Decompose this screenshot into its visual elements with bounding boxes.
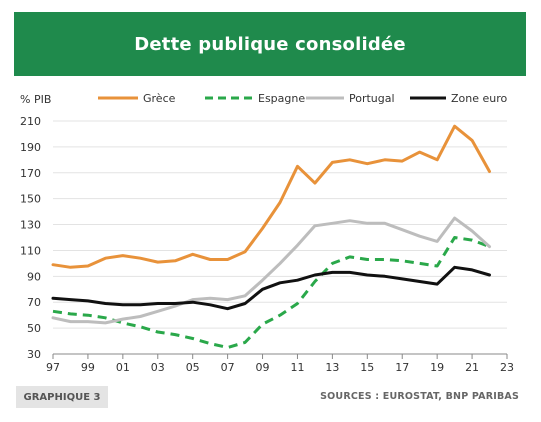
series-line-3 — [51, 265, 491, 311]
x-tick-label: 05 — [186, 361, 200, 374]
gridlines — [53, 120, 507, 355]
x-tick-label: 21 — [465, 361, 479, 374]
y-tick-label: 210 — [20, 115, 41, 128]
legend-label-1: Espagne — [258, 92, 305, 105]
line-chart: 30 50 70 90 110 130 150 170 190 210 97 99 01 03 05 07 09… — [20, 92, 514, 374]
x-tick-label: 01 — [116, 361, 130, 374]
y-tick-label: 90 — [27, 270, 41, 283]
series-lines — [51, 124, 491, 349]
x-tick-label: 17 — [395, 361, 409, 374]
x-tick-label: 13 — [325, 361, 339, 374]
axes: 30 50 70 90 110 130 150 170 190 210 97 99 01 03 05 07 09… — [20, 115, 514, 374]
y-tick-label: 150 — [20, 193, 41, 206]
y-tick-label: 70 — [27, 296, 41, 309]
y-tick-label: 130 — [20, 219, 41, 232]
x-tick-label: 97 — [46, 361, 60, 374]
x-tick-label: 99 — [81, 361, 95, 374]
figure-badge: GRAPHIQUE 3 — [16, 386, 108, 408]
chart-title: Dette publique consolidée — [134, 33, 406, 55]
y-tick-label: 110 — [20, 244, 41, 257]
x-tick-label: 19 — [430, 361, 444, 374]
x-tick-label: 23 — [500, 361, 514, 374]
x-tick-label: 03 — [151, 361, 165, 374]
x-tick-label: 07 — [221, 361, 235, 374]
y-tick-label: 190 — [20, 141, 41, 154]
series-line-0 — [51, 124, 491, 269]
series-line-2 — [51, 216, 491, 325]
source-note: SOURCES : EUROSTAT, BNP PARIBAS — [320, 391, 519, 402]
y-tick-label: 30 — [27, 348, 41, 361]
chart-title-bar: Dette publique consolidée — [14, 12, 526, 76]
legend: Grèce Espagne Portugal Zone euro — [98, 92, 508, 105]
legend-label-2: Portugal — [349, 92, 395, 105]
y-tick-label: 170 — [20, 167, 41, 180]
y-axis-label: % PIB — [20, 93, 51, 106]
series-line-1 — [52, 236, 491, 349]
y-tick-label: 50 — [27, 322, 41, 335]
legend-label-3: Zone euro — [451, 92, 508, 105]
x-tick-label: 15 — [360, 361, 374, 374]
x-tick-label: 09 — [256, 361, 270, 374]
legend-label-0: Grèce — [143, 92, 176, 105]
x-tick-label: 11 — [290, 361, 304, 374]
